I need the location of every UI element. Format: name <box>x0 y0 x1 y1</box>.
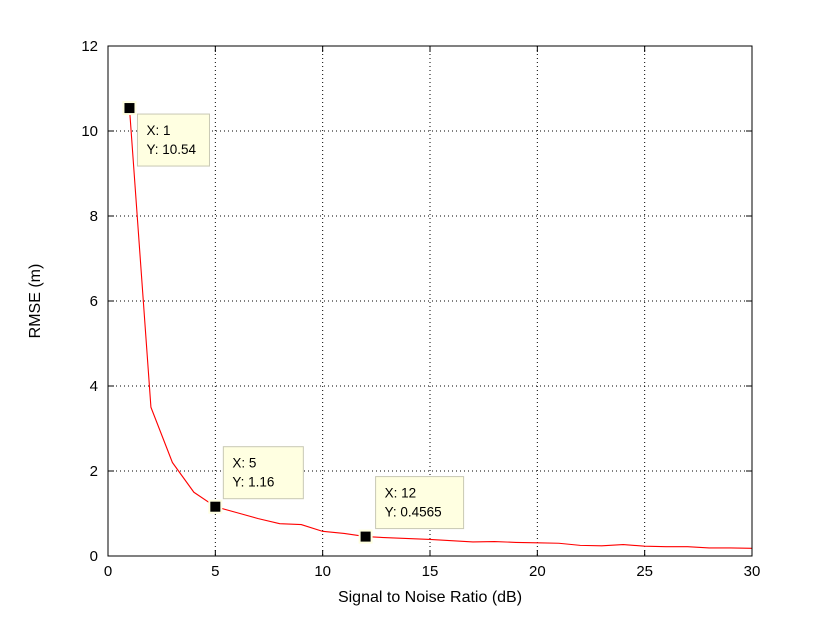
datatip-y-label: Y: 1.16 <box>232 475 274 490</box>
axis-ticks: 0 5 10 15 20 25 30 0 2 4 6 8 10 12 <box>81 38 760 580</box>
datatip-y-label: Y: 0.4565 <box>385 505 442 520</box>
datatip-x-label: X: 1 <box>146 123 170 138</box>
y-tick-label: 12 <box>81 38 98 55</box>
y-tick-label: 8 <box>90 208 98 225</box>
datatip[interactable]: X: 1 Y: 10.54 <box>122 101 210 167</box>
x-axis-label: Signal to Noise Ratio (dB) <box>338 589 522 606</box>
datatip-box <box>375 476 465 530</box>
y-tick-label: 4 <box>90 378 98 395</box>
datatip-x-label: X: 12 <box>385 486 417 501</box>
y-tick-label: 2 <box>90 463 98 480</box>
y-tick-label: 6 <box>90 293 98 310</box>
datatip[interactable]: X: 5 Y: 1.16 <box>208 446 304 514</box>
datatip-marker[interactable] <box>358 529 373 544</box>
datatips-layer: X: 1 Y: 10.54 X: 5 Y: 1.16 X: 12 Y: 0.4565 <box>122 101 465 544</box>
datatip-y-label: Y: 10.54 <box>146 142 196 157</box>
datatip-x-label: X: 5 <box>232 456 256 471</box>
datatip-box <box>136 113 210 167</box>
x-tick-label: 10 <box>314 563 331 580</box>
x-tick-label: 25 <box>636 563 653 580</box>
x-tick-label: 20 <box>529 563 546 580</box>
series-line <box>128 108 753 549</box>
series-layer <box>128 108 753 549</box>
y-axis-label: RMSE (m) <box>27 264 44 339</box>
grid <box>108 46 752 556</box>
datatip-box <box>222 446 304 500</box>
x-tick-label: 30 <box>744 563 761 580</box>
y-tick-label: 10 <box>81 123 98 140</box>
datatip-marker[interactable] <box>208 499 223 514</box>
x-tick-label: 15 <box>422 563 439 580</box>
x-tick-label: 5 <box>211 563 219 580</box>
datatip[interactable]: X: 12 Y: 0.4565 <box>358 476 465 544</box>
x-tick-label: 0 <box>104 563 112 580</box>
y-tick-label: 0 <box>90 548 98 565</box>
datatip-marker[interactable] <box>122 101 137 116</box>
